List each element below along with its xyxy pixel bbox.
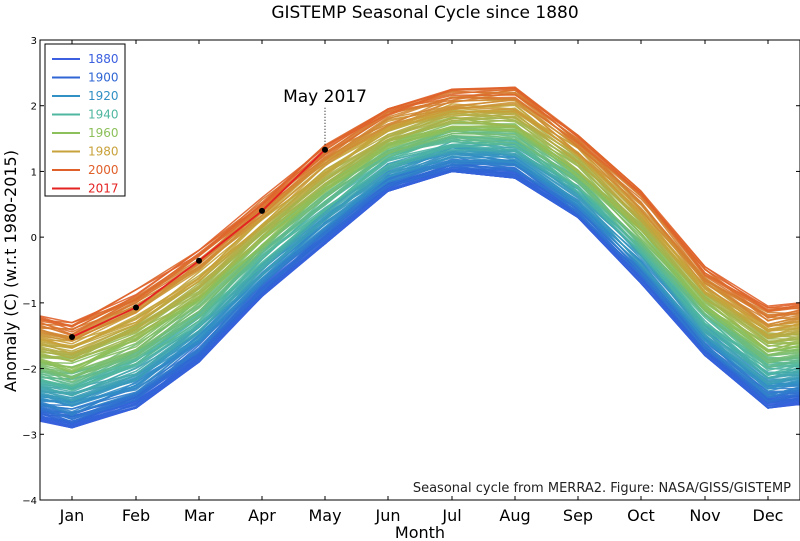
year-line [39, 109, 800, 354]
legend-label: 1920 [88, 89, 119, 103]
year-line [39, 139, 800, 389]
x-axis-label: Month [395, 523, 445, 541]
chart-title: GISTEMP Seasonal Cycle since 1880 [271, 3, 578, 23]
legend-entries: 1880 1900 1920 1940 1960 1980 2000 2017 [52, 52, 119, 196]
may-2017-callout: May 2017 [283, 87, 367, 107]
x-tick-label: Dec [753, 506, 784, 525]
x-tick-label: Feb [122, 506, 150, 525]
y-axis-ticks: 3 2 1 0 −1 −2 −3 −4 [22, 36, 800, 507]
legend-label: 1900 [88, 71, 119, 85]
y-tick-label: 3 [31, 36, 37, 47]
x-tick-label: Aug [499, 506, 530, 525]
series-2017-point [196, 257, 202, 264]
y-tick-label: 1 [31, 167, 37, 178]
year-line [39, 146, 800, 394]
series-2017-point [133, 304, 139, 311]
x-tick-label: Oct [627, 506, 655, 525]
legend: 1880 1900 1920 1940 1960 1980 2000 2017 [44, 43, 126, 197]
year-line [39, 161, 800, 415]
legend-label: 1980 [88, 145, 119, 159]
x-tick-label: Nov [689, 506, 720, 525]
x-tick-label: Mar [184, 506, 215, 525]
y-tick-label: −4 [22, 496, 37, 507]
x-tick-label: Apr [248, 506, 276, 525]
legend-label: 1940 [88, 108, 119, 122]
series-2017-point [259, 207, 265, 214]
year-line [39, 125, 800, 370]
y-tick-label: −2 [22, 365, 37, 376]
x-axis-ticks: Jan Feb Mar Apr May Jun Jul Aug Sep Oct Nov Dec [59, 40, 784, 525]
x-tick-label: Jul [441, 506, 461, 525]
year-line [39, 86, 800, 328]
x-tick-label: Jan [59, 506, 85, 525]
y-tick-label: 0 [31, 233, 37, 244]
series-2017-point [69, 334, 75, 340]
x-tick-label: Jun [375, 506, 401, 525]
y-axis-label: Anomaly (C) (w.r.t 1980-2015) [1, 150, 20, 392]
year-lines-bundle [39, 86, 800, 429]
footnote: Seasonal cycle from MERRA2. Figure: NASA… [413, 481, 791, 496]
legend-label: 2017 [88, 182, 119, 196]
legend-label: 2000 [88, 163, 119, 177]
legend-label: 1960 [88, 126, 119, 140]
x-tick-label: Sep [563, 506, 593, 525]
year-line [39, 87, 800, 324]
legend-box [44, 43, 126, 197]
series-2017-point [322, 146, 328, 153]
legend-label: 1880 [88, 52, 119, 66]
y-tick-label: 2 [31, 102, 37, 113]
y-tick-label: −3 [22, 430, 37, 441]
series-2017 [69, 146, 328, 340]
x-tick-label: May [308, 506, 341, 525]
y-tick-label: −1 [22, 299, 37, 310]
plot-frame [39, 39, 800, 501]
